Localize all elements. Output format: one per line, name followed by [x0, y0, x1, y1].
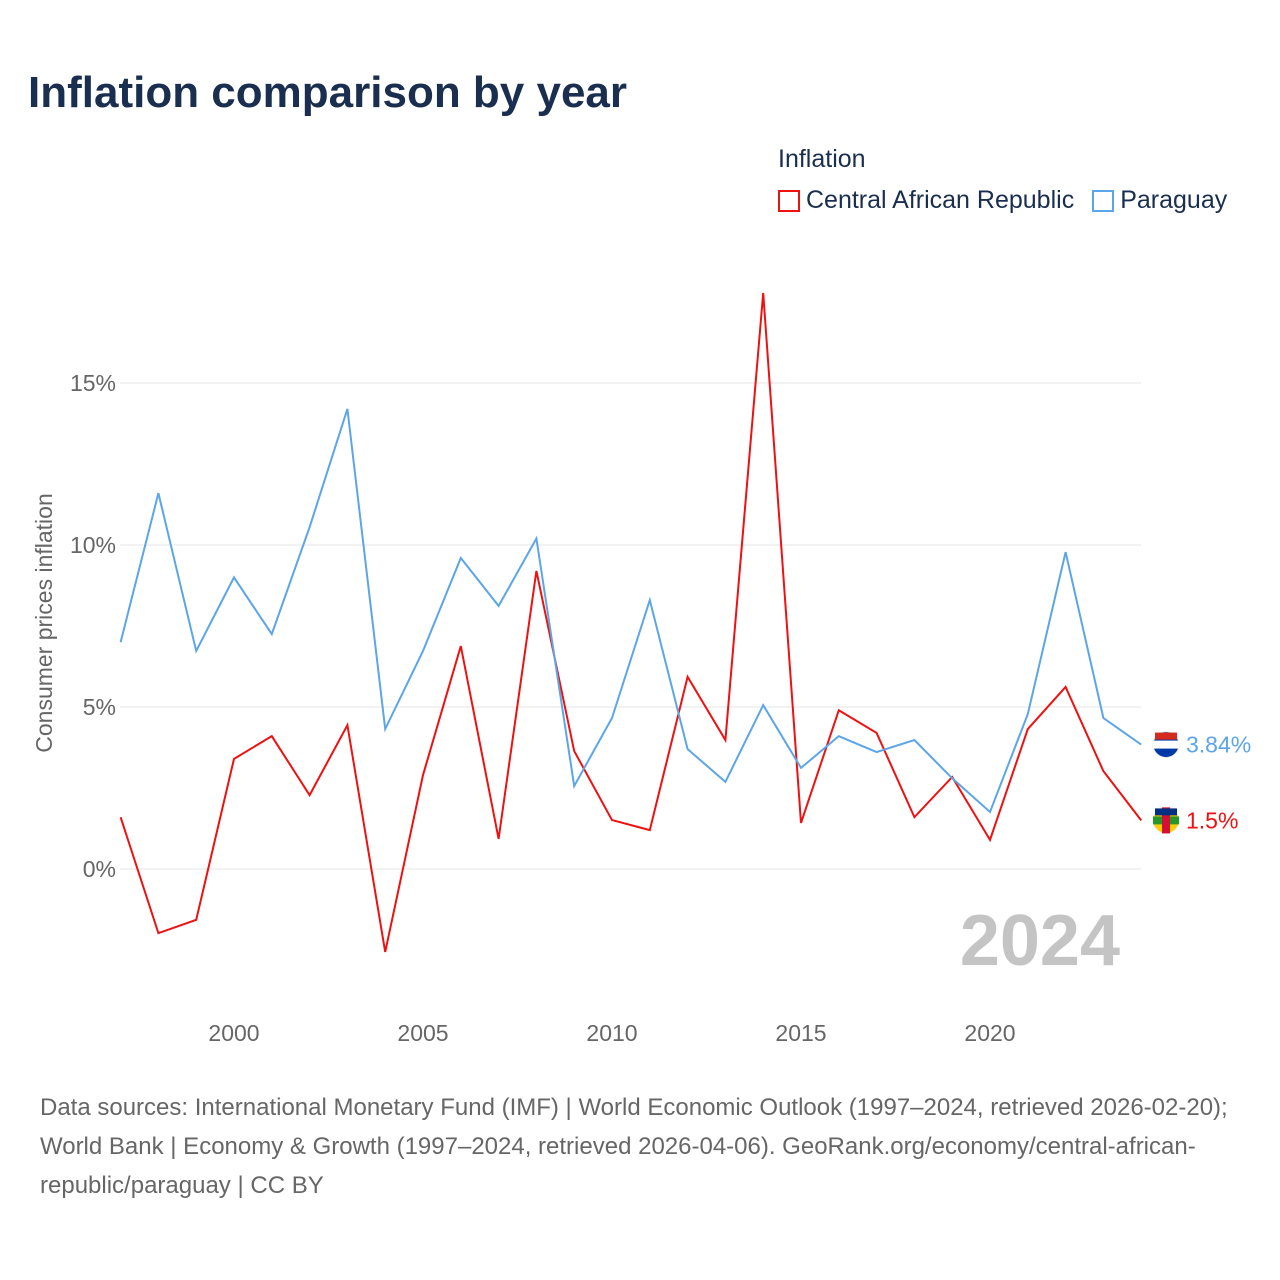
legend-swatch-paraguay — [1092, 189, 1115, 212]
legend: Central African Republic Paraguay — [778, 186, 1227, 215]
legend-item-paraguay[interactable]: Paraguay — [1092, 186, 1227, 215]
chart-title: Inflation comparison by year — [28, 68, 628, 117]
flag-stripe — [1155, 808, 1177, 816]
y-tick-label: 5% — [83, 694, 116, 720]
x-tick-label: 2020 — [964, 1020, 1015, 1046]
legend-swatch-car — [778, 189, 800, 212]
x-tick-label: 2015 — [775, 1020, 826, 1046]
series-line-car — [119, 292, 1142, 953]
year-watermark: 2024 — [960, 901, 1120, 981]
flag-stripe — [1155, 732, 1177, 740]
legend-item-car[interactable]: Central African Republic — [778, 186, 1074, 215]
flag-stripe — [1162, 807, 1170, 834]
end-label: 3.84% — [1186, 732, 1251, 758]
y-tick-label: 10% — [70, 532, 116, 558]
y-tick-label: 0% — [83, 856, 116, 882]
x-tick-label: 2000 — [208, 1020, 259, 1046]
series-line-paraguay — [119, 408, 1142, 814]
end-label: 1.5% — [1186, 807, 1238, 833]
x-tick-label: 2010 — [586, 1020, 637, 1046]
flag-stripe — [1153, 740, 1179, 749]
legend-label-car: Central African Republic — [806, 186, 1075, 214]
legend-label-paraguay: Paraguay — [1120, 186, 1228, 214]
y-axis-label: Consumer prices inflation — [31, 493, 57, 753]
y-tick-label: 15% — [70, 370, 116, 396]
x-tick-label: 2005 — [397, 1020, 448, 1046]
legend-title: Inflation — [778, 145, 866, 173]
source-note: Data sources: International Monetary Fun… — [40, 1094, 1228, 1199]
